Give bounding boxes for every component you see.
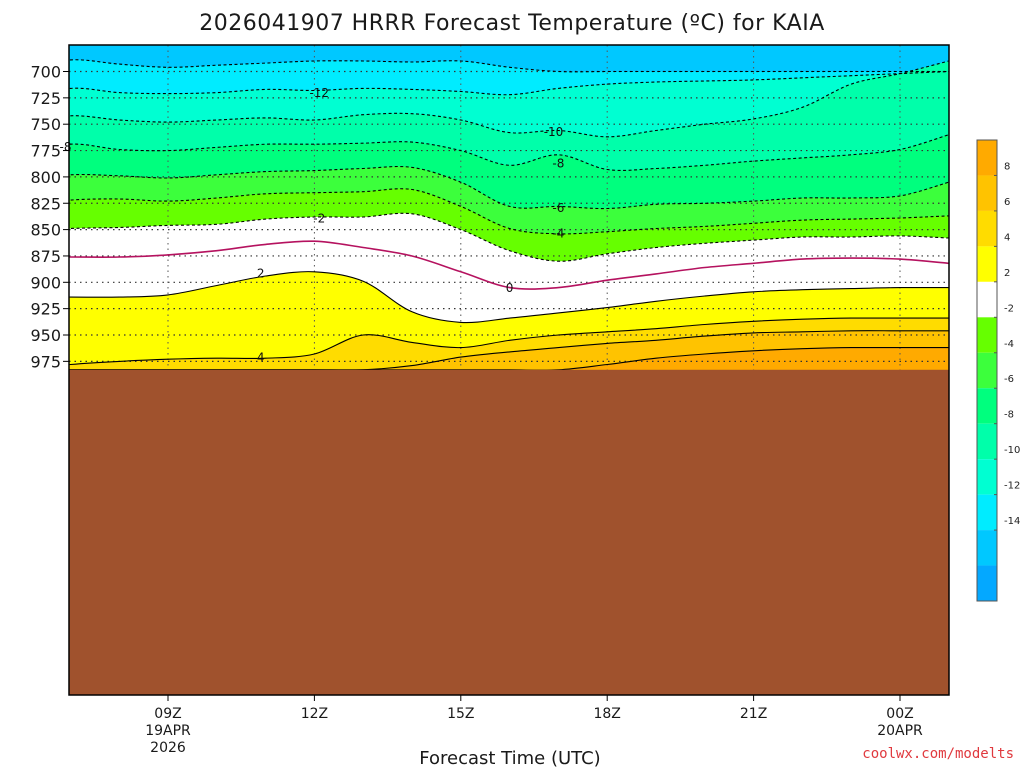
contour-label: 0 [506, 281, 514, 295]
colorbar-swatch [977, 317, 997, 353]
y-tick-label: 775 [30, 142, 61, 161]
x-tick-label: 2026 [150, 740, 186, 756]
colorbar-swatch [977, 459, 997, 495]
colorbar-label: -14 [1004, 516, 1020, 527]
isotherm--4 [69, 188, 949, 235]
x-tick-label: 00Z [886, 706, 913, 722]
y-tick-label: 975 [30, 352, 61, 371]
x-tick-label: 19APR [145, 723, 191, 739]
x-tick-label: 12Z [301, 706, 328, 722]
colorbar-swatch [977, 281, 997, 318]
isotherm-2 [69, 271, 949, 324]
y-tick-label: 825 [30, 194, 61, 213]
x-tick-label: 20APR [877, 723, 923, 739]
colorbar-swatch [977, 423, 997, 460]
plot-frame [68, 44, 950, 696]
contour-label: -4 [552, 226, 564, 240]
colorbar-swatch [977, 352, 997, 389]
colorbar-swatch [977, 210, 997, 247]
y-tick-label: 725 [30, 89, 61, 108]
colorbar-swatch [977, 494, 997, 531]
colorbar-label: -2 [1004, 303, 1014, 314]
x-tick-label: 18Z [593, 706, 620, 722]
contour-label: -2 [313, 212, 325, 226]
contour-labels: -12 -10 -8 -8 -6 -4 -2 0 2 4 [60, 86, 565, 365]
colorbar-label: 6 [1004, 197, 1010, 208]
isotherm--10 [69, 60, 949, 138]
contour-label: 2 [257, 266, 265, 280]
x-tick-label: 09Z [154, 706, 181, 722]
colorbar-frame [976, 139, 998, 602]
colorbar-swatch [977, 530, 997, 566]
colorbar-swatch [977, 140, 997, 176]
contour-label: 4 [257, 351, 265, 365]
colorbar-label: 8 [1004, 161, 1010, 172]
x-tick-label: 15Z [447, 706, 474, 722]
x-tick-label: 21Z [740, 706, 767, 722]
colorbar-label: -8 [1004, 410, 1014, 421]
ground-surface [69, 369, 949, 695]
contour-label: -10 [544, 125, 564, 139]
colorbar-label: -6 [1004, 374, 1014, 385]
y-tick-label: 950 [30, 326, 61, 345]
colorbar-label: 4 [1004, 232, 1010, 243]
colorbar-swatch [977, 388, 997, 424]
y-axis: 700 725 750 775 800 825 850 875 900 925 950 975 [30, 63, 69, 371]
chart-title: 2026041907 HRRR Forecast Temperature (ºC… [199, 11, 825, 36]
isotherm-0 [69, 240, 949, 290]
y-tick-label: 700 [30, 63, 61, 82]
credit-link[interactable]: coolwx.com/modelts [862, 746, 1014, 762]
y-tick-label: 875 [30, 247, 61, 266]
y-tick-label: 750 [30, 115, 61, 134]
colorbar-label: -12 [1004, 481, 1020, 492]
y-tick-label: 850 [30, 221, 61, 240]
contour-label: -8 [60, 140, 72, 154]
contour-label: -8 [552, 157, 564, 171]
x-axis-label: Forecast Time (UTC) [419, 748, 600, 768]
isotherm--8 [69, 134, 949, 171]
colorbar-label: 2 [1004, 268, 1010, 279]
y-tick-label: 800 [30, 168, 61, 187]
contour-label: -12 [309, 86, 329, 100]
colorbar-swatch [977, 246, 997, 282]
isotherm--2 [69, 212, 949, 262]
isotherm--6 [69, 165, 949, 210]
y-tick-label: 900 [30, 273, 61, 292]
colorbar-swatch [977, 565, 997, 601]
plot-area [69, 45, 949, 695]
colorbar-label: -10 [1004, 445, 1020, 456]
y-tick-label: 925 [30, 300, 61, 319]
isotherm-4 [69, 317, 949, 366]
colorbar-label: -4 [1004, 339, 1014, 350]
colorbar-swatch [977, 175, 997, 211]
contour-label: -6 [552, 201, 564, 215]
colorbar: 8 6 4 2 -2 -4 -6 -8 -10 -12 -14 [976, 139, 1020, 602]
